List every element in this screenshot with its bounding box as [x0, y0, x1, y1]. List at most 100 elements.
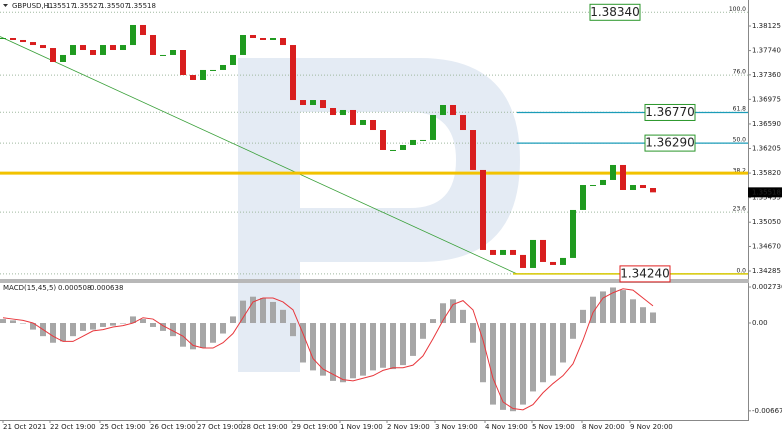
watermark-logo [238, 58, 520, 372]
candle [430, 115, 436, 140]
macd-bar [380, 323, 386, 368]
macd-bar [290, 323, 296, 337]
macd-bar [450, 299, 456, 324]
candle [280, 38, 286, 46]
macd-bar [590, 296, 596, 324]
macd-bar [210, 323, 216, 343]
macd-bar [600, 291, 606, 324]
candle [470, 130, 476, 170]
candle [120, 45, 126, 51]
candle [530, 239, 536, 268]
macd-bar [70, 323, 76, 337]
macd-bar [400, 323, 406, 366]
x-tick-label: 5 Nov 19:00 [532, 423, 575, 431]
y-tick-label: 1.38125 [752, 22, 781, 30]
macd-bar [230, 316, 236, 324]
macd-bar [320, 323, 326, 376]
macd-bar [220, 323, 226, 334]
candle [550, 261, 556, 265]
candle [570, 209, 576, 258]
macd-bar [130, 316, 136, 324]
macd-bar [110, 323, 116, 326]
x-tick-label: 9 Nov 20:00 [630, 423, 673, 431]
macd-bar [20, 323, 26, 324]
candle [260, 38, 266, 40]
x-tick-label: 1 Nov 19:00 [340, 423, 383, 431]
candle [10, 38, 16, 40]
header-value: 1.35518 [127, 2, 156, 10]
candle [130, 24, 136, 46]
macd-bar [240, 300, 246, 324]
candle [270, 38, 276, 40]
candle [140, 24, 146, 36]
y-tick-label: 1.37740 [752, 47, 781, 55]
macd-bar [260, 298, 266, 324]
price-label-box [644, 134, 696, 152]
macd-bar [200, 323, 206, 349]
y-tick-label: 0.002736 [752, 283, 782, 291]
candle [110, 45, 116, 51]
candle [560, 257, 566, 265]
x-tick-label: 26 Oct 19:00 [150, 423, 196, 431]
candle [100, 45, 106, 55]
macd-bar [520, 323, 526, 405]
macd-bar [550, 323, 556, 376]
candle [310, 100, 316, 106]
candle [440, 105, 446, 116]
macd-bar [30, 323, 36, 330]
macd-bar [60, 323, 66, 342]
candle [510, 249, 516, 255]
macd-bar [310, 323, 316, 371]
y-tick-label: 1.36205 [752, 145, 781, 153]
macd-bar [250, 296, 256, 324]
macd-bar [540, 323, 546, 383]
header-value: 0.000638 [90, 284, 123, 292]
candle [650, 188, 656, 193]
candle [490, 249, 496, 255]
trend-line [0, 36, 518, 275]
candle [90, 50, 96, 55]
candle [240, 35, 246, 55]
y-tick-label: 1.34670 [752, 242, 781, 250]
candle [230, 54, 236, 65]
candle [150, 35, 156, 55]
macd-bar [640, 307, 646, 324]
x-tick-label: 2 Nov 19:00 [387, 423, 430, 431]
macd-bar [460, 309, 466, 324]
x-tick-label: 22 Oct 19:00 [50, 423, 96, 431]
macd-bar [430, 319, 436, 324]
macd-bar [360, 323, 366, 376]
macd-bar [300, 323, 306, 363]
y-tick-label: 0.00 [752, 319, 768, 327]
header-value: 0.000508 [58, 284, 91, 292]
candle [80, 45, 86, 51]
macd-bar [470, 323, 476, 343]
macd-bar [120, 323, 126, 324]
y-tick-label: 1.35820 [752, 169, 781, 177]
candle [50, 48, 56, 62]
macd-title: MACD(15,45,5) [3, 284, 56, 292]
x-tick-label: 4 Nov 19:00 [485, 423, 528, 431]
macd-bar [10, 320, 16, 324]
macd-bar [390, 323, 396, 370]
macd-bar [500, 323, 506, 410]
candle [350, 109, 356, 125]
candle [210, 69, 216, 71]
candle [160, 54, 166, 56]
candle [620, 164, 626, 190]
price-label-box [589, 3, 641, 21]
candle [580, 185, 586, 210]
macd-bar [330, 323, 336, 381]
candle [400, 145, 406, 150]
macd-bar [170, 323, 176, 337]
candle [460, 115, 466, 131]
macd-bar [0, 319, 6, 324]
macd-bar [180, 323, 186, 347]
candle [330, 108, 336, 116]
y-tick-label: 1.36590 [752, 120, 781, 128]
macd-bar [510, 323, 516, 412]
y-tick-label: 1.37360 [752, 71, 781, 79]
macd-bar [440, 303, 446, 324]
candle [300, 100, 306, 106]
macd-bar [190, 323, 196, 350]
